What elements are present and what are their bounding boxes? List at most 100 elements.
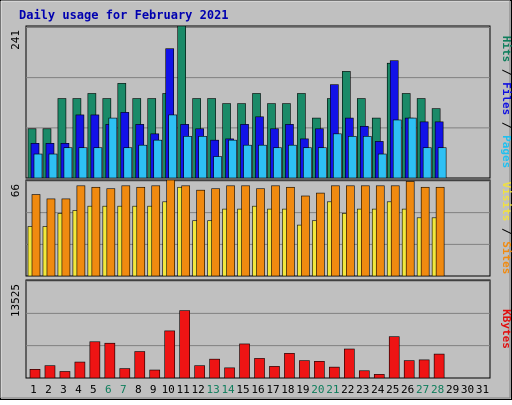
bar-sites-day-12 [196,189,205,277]
bar-kbytes-day-26 [403,360,415,379]
bar-pages-day-10 [168,114,178,179]
legend-sites-label: Sites [500,241,512,274]
bar-pages-day-13 [213,156,222,179]
day-label-18: 18 [281,383,294,396]
bar-sites-day-27 [420,186,430,277]
bar-sites-day-18 [286,186,295,277]
bar-sites-day-6 [106,188,116,277]
bar-pages-day-21 [333,133,342,179]
bar-kbytes-day-1 [29,369,41,379]
day-label-16: 16 [251,383,264,396]
day-label-27: 27 [416,383,429,396]
bar-pages-day-28 [437,147,447,179]
day-label-14: 14 [221,383,235,396]
bar-pages-day-26 [407,117,417,179]
bar-pages-day-14 [228,139,237,179]
bar-pages-day-16 [258,144,267,179]
bar-sites-day-24 [375,185,385,277]
day-label-15: 15 [236,383,249,396]
bar-pages-day-20 [318,147,327,179]
bar-sites-day-25 [390,185,400,277]
bar-pages-day-18 [288,144,297,179]
bar-pages-day-24 [377,153,387,179]
legend-sep-label: / [500,221,512,241]
bar-kbytes-day-4 [74,361,86,379]
day-label-12: 12 [192,383,205,396]
day-label-9: 9 [150,383,157,396]
bar-sites-day-3 [61,198,71,277]
bar-sites-day-7 [121,185,131,277]
day-label-7: 7 [120,383,127,396]
bar-kbytes-day-21 [329,366,340,379]
bar-kbytes-day-11 [179,310,190,379]
bar-pages-day-23 [362,136,372,179]
bar-kbytes-day-14 [224,367,235,379]
bar-kbytes-day-20 [314,361,325,379]
day-label-21: 21 [326,383,339,396]
chart-title: Daily usage for February 2021 [19,8,229,22]
day-label-17: 17 [266,383,279,396]
day-label-10: 10 [162,383,175,396]
bar-pages-day-1 [33,153,43,179]
bar-pages-day-25 [392,119,402,179]
day-label-2: 2 [45,383,52,396]
bar-sites-day-13 [211,188,220,277]
bar-sites-day-28 [435,186,445,277]
bar-kbytes-day-9 [149,369,161,379]
chart-panels: 241 66 13525 Hits / Files / Pages Visits / S… [9,25,512,379]
bar-sites-day-19 [301,195,310,277]
legend-sep-label: / [500,115,512,135]
bar-pages-day-22 [348,136,357,179]
day-label-6: 6 [105,383,112,396]
right-legend-panel-3: KBytes [500,309,512,349]
bar-sites-day-20 [316,192,325,277]
bar-sites-day-23 [360,185,370,277]
legend-hits-label: Hits [500,36,512,63]
day-label-28: 28 [431,383,444,396]
day-label-20: 20 [311,383,324,396]
bar-kbytes-day-15 [239,343,250,379]
bar-kbytes-day-23 [358,370,370,379]
bar-kbytes-day-3 [59,371,71,379]
bar-sites-day-17 [271,185,280,277]
bar-pages-day-4 [78,147,88,179]
day-label-11: 11 [177,383,190,396]
bar-pages-day-6 [108,117,118,179]
bar-sites-day-10 [166,179,176,277]
day-label-19: 19 [296,383,309,396]
y-max-label-panel-2: 66 [9,184,22,197]
bar-kbytes-day-22 [344,348,355,379]
bar-sites-day-15 [241,185,250,277]
bar-sites-day-16 [256,188,265,277]
legend-visits-label: Visits [500,182,512,222]
day-label-1: 1 [30,383,37,396]
bar-kbytes-day-24 [373,374,385,379]
bar-pages-day-2 [48,153,58,179]
day-label-29: 29 [446,383,459,396]
day-label-8: 8 [135,383,142,396]
bar-pages-day-9 [153,139,163,179]
bar-kbytes-day-12 [194,365,205,379]
day-label-25: 25 [386,383,399,396]
bar-kbytes-day-7 [119,368,131,379]
right-legend-panel-2: Visits / Sites [500,182,512,275]
bar-pages-day-27 [422,147,432,179]
day-label-22: 22 [341,383,354,396]
legend-pages-label: Pages [500,135,512,168]
bar-kbytes-day-25 [388,336,400,379]
x-axis: 1 2 3 4 5 6 7 8 9 10 11 12 13 14 15 16 17 18 19 20 21 22 23 24 2… [30,383,489,396]
bar-kbytes-day-10 [164,330,176,379]
bar-pages-day-19 [303,147,312,179]
day-label-30: 30 [461,383,474,396]
bar-sites-day-9 [151,185,161,277]
bar-kbytes-day-27 [418,359,430,379]
day-label-24: 24 [371,383,385,396]
legend-kbytes-label: KBytes [500,309,512,349]
bar-sites-day-2 [46,198,56,277]
bar-pages-day-7 [123,147,133,179]
bar-kbytes-day-19 [299,360,310,379]
day-label-31: 31 [476,383,489,396]
legend-files-label: Files [500,82,512,115]
bar-kbytes-day-6 [104,342,116,379]
